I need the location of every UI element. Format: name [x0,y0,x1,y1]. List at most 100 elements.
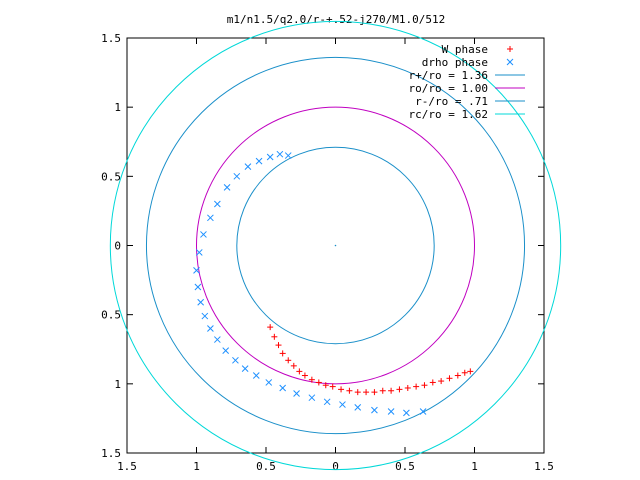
w-phase-point [354,389,361,396]
chart-title: m1/n1.5/q2.0/r-+.52-j270/M1.0/512 [227,13,446,26]
w-phase-point [396,386,403,393]
cross-b [201,312,209,320]
drho-phase-point [213,336,221,343]
cross-b [354,403,362,411]
w-phase-point [413,383,420,390]
w-phase-point [371,389,378,396]
legend-label: drho phase [422,56,488,69]
drho-phase-point [284,152,292,159]
w-phase-point [322,382,329,389]
cross-b [223,184,231,191]
cross-b [197,298,205,306]
cross-b [323,398,331,406]
x-tick-label: 1.5 [534,460,554,473]
cross-b [255,157,263,165]
w-phase-point [438,378,445,385]
legend-entry: r-/ro = .71 [415,95,525,108]
drho-phase-point [308,394,316,402]
drho-phase-point [255,157,263,165]
legend-label: W phase [442,43,488,56]
drho-phase-point [223,184,231,191]
circle-5 [109,20,562,471]
cross-b [276,150,284,158]
y-tick-label: 1.5 [101,32,121,45]
drho-phase-point [354,403,362,411]
center-dot [334,244,337,247]
legend-label: ro/ro = 1.00 [409,82,488,95]
cross-b [403,409,410,417]
x-tick-label: 1.5 [117,460,137,473]
w-phase-point [404,384,411,391]
circles-layer [109,20,562,471]
cross-b [419,408,427,415]
cross-b [266,153,274,161]
w-phase-point [271,333,278,340]
drho-phase-point [232,356,239,364]
drho-phase-point [233,172,241,180]
legend-entry: ro/ro = 1.00 [409,82,525,95]
y-tick-label: 0.5 [101,309,121,322]
drho-phase-point [276,150,284,158]
drho-phase-point [323,398,331,406]
drho-phase-point [194,283,202,291]
w-phase-point [267,324,274,331]
legend-entry: W phase [442,43,513,56]
y-tick-label: 0.5 [101,170,121,183]
w-phase-point [388,387,395,394]
drho-phase-point [419,408,427,415]
w-phase-point [461,369,468,376]
y-tick-label: 1.5 [101,447,121,460]
cross-b [194,283,202,291]
w-phase-point [467,368,474,375]
cross-b [193,267,200,274]
cross-b [284,152,292,159]
drho-phase-point [339,401,346,408]
drho-phase-point [195,249,203,256]
cross-b [308,394,316,402]
drho-phase-point [222,347,230,354]
drho-phase-point [387,408,395,415]
drho-phase-point [197,298,205,306]
w-phase-point [285,357,292,364]
w-phase-point [446,375,453,382]
cross-b [232,356,239,364]
drho-phase-point [244,163,252,171]
drho-phase-point [265,379,273,386]
w-phase-point [338,386,345,393]
drho-phase-point [207,214,214,222]
cross-b [200,231,207,238]
w-phase-point [301,372,308,379]
w-phase-point [279,350,286,357]
cross-b [279,384,287,392]
legend-entry: drho phase [422,56,514,69]
cross-b [387,408,395,415]
circle-3 [196,106,475,385]
drho-phase-point [371,406,378,414]
y-tick-label: 1 [114,378,121,391]
circle-2 [145,56,526,435]
points-layer [193,150,474,417]
x-tick-label: 1 [471,460,478,473]
cross-b [195,249,203,256]
cross-b [244,163,252,171]
w-phase-point [275,342,282,349]
cross-b [213,200,221,208]
legend-label: r+/ro = 1.36 [409,69,488,82]
drho-phase-point [207,325,214,332]
w-phase-point [290,362,297,369]
legend-label: r-/ro = .71 [415,95,488,108]
w-phase-point [363,389,370,396]
drho-phase-point [293,390,300,397]
x-tick-label: 1 [193,460,200,473]
y-tick-label: 1 [114,101,121,114]
cross-b [339,401,346,408]
w-phase-point [429,379,436,386]
drho-phase-point [279,384,287,392]
cross-b [233,172,241,180]
w-phase-point [315,379,322,386]
w-phase-point [379,387,386,394]
y-tick-label: 0 [114,240,121,253]
cross-b [371,406,378,414]
legend-entry: r+/ro = 1.36 [409,69,525,82]
